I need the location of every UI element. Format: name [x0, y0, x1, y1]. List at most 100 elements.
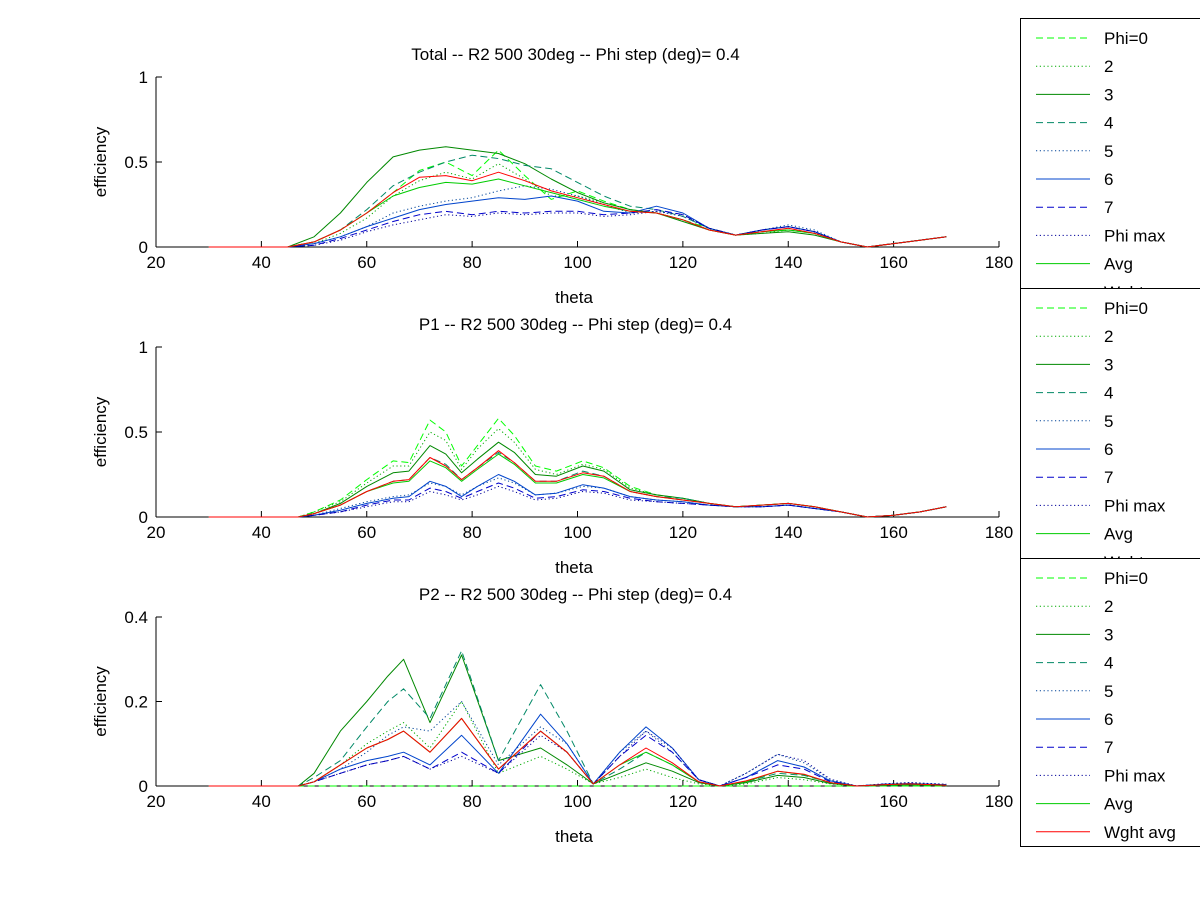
legend-label: 2	[1104, 327, 1113, 346]
series-line-3	[208, 146, 947, 248]
legend-label: Phi=0	[1104, 299, 1148, 318]
legend-box-3: Phi=0 2 3 4 5 6 7 Phi max Avg Wght avg	[1020, 558, 1200, 847]
legend-label: Avg	[1104, 795, 1133, 814]
x-tick-label: 160	[879, 523, 907, 542]
y-tick-label: 0.4	[124, 608, 148, 627]
legend-label: 4	[1104, 384, 1113, 403]
x-tick-label: 20	[147, 792, 166, 811]
x-tick-label: 40	[252, 792, 271, 811]
x-tick-label: 80	[463, 253, 482, 272]
x-tick-label: 180	[985, 792, 1013, 811]
legend-frame	[1020, 558, 1200, 847]
series-line-5	[208, 701, 947, 787]
legend-label: Phi max	[1104, 496, 1166, 515]
legend-label: 5	[1104, 412, 1113, 431]
legend-label: 7	[1104, 198, 1113, 217]
legend-label: 4	[1104, 114, 1113, 133]
legend-label: 4	[1104, 654, 1113, 673]
legend-label: Avg	[1104, 255, 1133, 274]
legend-label: 7	[1104, 468, 1113, 487]
legend-frame	[1020, 18, 1200, 291]
x-tick-label: 20	[147, 523, 166, 542]
x-tick-label: 160	[879, 253, 907, 272]
series-line-2	[208, 701, 947, 787]
y-tick-label: 1	[139, 68, 148, 87]
legend-label: 3	[1104, 625, 1113, 644]
y-tick-label: 1	[139, 338, 148, 357]
series-line-10	[208, 450, 947, 518]
chart-title: Total -- R2 500 30deg -- Phi step (deg)=…	[411, 45, 739, 64]
legend-box-1: Phi=0 2 3 4 5 6 7 Phi max Avg Wght avg	[1020, 18, 1200, 302]
legend-frame	[1020, 288, 1200, 561]
x-tick-label: 20	[147, 253, 166, 272]
x-tick-label: 40	[252, 253, 271, 272]
y-axis-label: efficiency	[91, 126, 110, 197]
series-line-7	[208, 209, 947, 248]
series-line-7	[208, 482, 947, 518]
series-line-5	[208, 185, 947, 248]
legend-label: 6	[1104, 440, 1113, 459]
series-line-2	[208, 163, 947, 248]
legend-label: 3	[1104, 355, 1113, 374]
x-tick-label: 120	[669, 523, 697, 542]
series-line-10	[208, 717, 947, 787]
legend-box-2: Phi=0 2 3 4 5 6 7 Phi max Avg Wght avg	[1020, 288, 1200, 572]
legend-label: Phi max	[1104, 226, 1166, 245]
series-line-3	[208, 441, 947, 518]
x-tick-label: 100	[563, 253, 591, 272]
y-tick-label: 0	[139, 238, 148, 257]
series-line-7	[208, 730, 947, 787]
legend-label: Phi max	[1104, 766, 1166, 785]
legend-label: 2	[1104, 57, 1113, 76]
series-line-6	[208, 713, 947, 787]
x-tick-label: 120	[669, 792, 697, 811]
x-tick-label: 120	[669, 253, 697, 272]
series-line-3	[208, 654, 947, 787]
series-line-8	[208, 730, 947, 787]
x-axis-label: theta	[555, 558, 593, 577]
y-tick-label: 0.5	[124, 153, 148, 172]
legend-label: 6	[1104, 710, 1113, 729]
x-tick-label: 140	[774, 253, 802, 272]
legend-label: Phi=0	[1104, 29, 1148, 48]
x-tick-label: 60	[357, 253, 376, 272]
y-axis-label: efficiency	[91, 666, 110, 737]
y-tick-label: 0.5	[124, 423, 148, 442]
series-line-4	[208, 451, 947, 518]
x-tick-label: 140	[774, 792, 802, 811]
series-line-5	[208, 477, 947, 518]
chart-panel-3: 20 40 60 80 100 120 140 160 180 0 0.2 0.4 P2 -- R2 5…	[91, 585, 1013, 846]
chart-title: P1 -- R2 500 30deg -- Phi step (deg)= 0.…	[419, 315, 732, 334]
x-tick-label: 100	[563, 792, 591, 811]
y-axis-label: efficiency	[91, 396, 110, 467]
legend-label: 3	[1104, 85, 1113, 104]
x-tick-label: 180	[985, 253, 1013, 272]
series-line-8	[208, 210, 947, 248]
legend-label: 6	[1104, 170, 1113, 189]
series-line-9	[208, 453, 947, 518]
series-line-10	[208, 171, 947, 248]
legend-label: 7	[1104, 738, 1113, 757]
legend-label: 2	[1104, 597, 1113, 616]
x-tick-label: 140	[774, 523, 802, 542]
chart-panel-1: 20 40 60 80 100 120 140 160 180 0 0.5 1 Total -- R2 …	[91, 45, 1013, 307]
chart-panel-2: 20 40 60 80 100 120 140 160 180 0 0.5 1 P1 -- R2 500…	[91, 315, 1013, 577]
series-line-6	[208, 474, 947, 518]
legend-label: Wght avg	[1104, 283, 1176, 302]
x-tick-label: 100	[563, 523, 591, 542]
legend-label: 5	[1104, 682, 1113, 701]
chart-title: P2 -- R2 500 30deg -- Phi step (deg)= 0.…	[419, 585, 732, 604]
legend-label: Wght avg	[1104, 553, 1176, 572]
x-tick-label: 80	[463, 523, 482, 542]
x-tick-label: 40	[252, 523, 271, 542]
y-tick-label: 0.2	[124, 693, 148, 712]
x-tick-label: 180	[985, 523, 1013, 542]
x-tick-label: 60	[357, 792, 376, 811]
x-axis-label: theta	[555, 288, 593, 307]
x-tick-label: 160	[879, 792, 907, 811]
y-tick-label: 0	[139, 777, 148, 796]
legend-label: Avg	[1104, 525, 1133, 544]
legend-label: Phi=0	[1104, 569, 1148, 588]
x-axis-label: theta	[555, 827, 593, 846]
